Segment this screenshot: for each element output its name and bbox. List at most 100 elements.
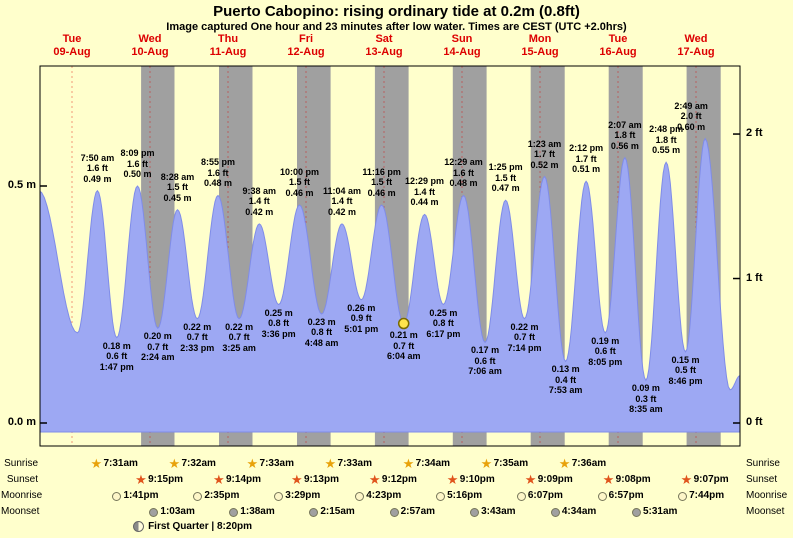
sunrise-icon: ★	[480, 456, 493, 471]
moonrise-icon	[193, 492, 203, 501]
moonrise-icon	[112, 492, 122, 501]
tide-extreme-label: 1:23 am 1.7 ft 0.52 m	[527, 138, 562, 170]
tide-extreme-label: 2:07 am 1.8 ft 0.56 m	[608, 119, 642, 151]
tide-extreme-label: 11:16 pm 1.5 ft 0.46 m	[362, 166, 401, 198]
sunset-time: 9:09pm	[537, 474, 573, 485]
moonrise-row-label-left: Moonrise	[1, 490, 43, 501]
sunset-icon: ★	[135, 472, 147, 487]
sunset-time: 9:12pm	[381, 474, 417, 485]
sunrise-time: 7:32am	[181, 458, 216, 469]
sunset-row-label-left: Sunset	[6, 474, 38, 485]
sunset-icon: ★	[368, 472, 381, 487]
moonset-time: 2:15am	[320, 506, 355, 517]
right-axis-label: 0 ft	[746, 416, 763, 428]
moonset-time: 1:38am	[240, 506, 275, 517]
moonset-time: 5:31am	[642, 506, 678, 517]
tide-extreme-label: 2:49 am 2.0 ft 0.60 m	[674, 100, 708, 132]
tide-extreme-label: 0.17 m 0.6 ft 7:06 am	[468, 345, 502, 377]
tide-extreme-label: 0.13 m 0.4 ft 7:53 am	[548, 364, 583, 396]
sunset-time: 9:10pm	[459, 474, 495, 485]
moonset-icon	[389, 508, 399, 517]
moonset-icon	[229, 508, 239, 517]
moonset-icon	[309, 508, 319, 517]
tide-extreme-label: 12:29 am 1.6 ft 0.48 m	[444, 157, 483, 189]
day-label: Wed 10-Aug	[131, 33, 169, 58]
sunrise-icon: ★	[168, 456, 181, 471]
day-label: Mon 15-Aug	[521, 33, 559, 58]
moonset-row-label-right: Moonset	[746, 506, 785, 517]
sunrise-time: 7:33am	[337, 458, 372, 469]
sunrise-row-label-left: Sunrise	[4, 458, 38, 469]
moonrise-row-label-right: Moonrise	[746, 490, 788, 501]
tide-extreme-label: 0.22 m 0.7 ft 2:33 pm	[180, 321, 215, 353]
sunset-time: 9:13pm	[303, 474, 339, 485]
tide-extreme-label: 0.20 m 0.7 ft 2:24 am	[141, 331, 175, 363]
tide-extreme-label: 0.23 m 0.8 ft 4:48 am	[304, 316, 339, 348]
day-label: Thu 11-Aug	[209, 33, 247, 58]
tide-extreme-label: 11:04 am 1.4 ft 0.42 m	[322, 185, 361, 217]
tide-extreme-label: 0.09 m 0.3 ft 8:35 am	[629, 383, 663, 415]
moonset-time: 1:03am	[160, 506, 195, 517]
sunset-time: 9:07pm	[693, 474, 729, 485]
right-axis-label: 1 ft	[746, 271, 763, 284]
moonrise-time: 2:35pm	[204, 490, 240, 501]
tide-extreme-label: 8:28 am 1.5 ft 0.45 m	[160, 171, 195, 203]
moonrise-icon	[516, 492, 526, 501]
tide-extreme-label: 9:38 am 1.4 ft 0.42 m	[242, 185, 277, 217]
moonset-time: 2:57am	[400, 506, 436, 517]
sunset-icon: ★	[290, 472, 303, 487]
tide-extreme-label: 0.22 m 0.7 ft 3:25 am	[222, 321, 256, 353]
tide-extreme-label: 0.26 m 0.9 ft 5:01 pm	[344, 302, 379, 334]
moonrise-time: 6:57pm	[608, 490, 644, 501]
tide-extreme-label: 0.18 m 0.6 ft 1:47 pm	[99, 340, 134, 372]
sunset-time: 9:08pm	[615, 474, 651, 485]
tide-extreme-label: 0.21 m 0.7 ft 6:04 am	[386, 330, 421, 362]
sunrise-icon: ★	[324, 456, 337, 471]
tide-extreme-label: 12:29 pm 1.4 ft 0.44 m	[405, 176, 445, 208]
moonrise-icon	[678, 492, 688, 501]
sunrise-time: 7:33am	[259, 458, 294, 469]
moonrise-time: 5:16pm	[447, 490, 483, 501]
sunset-row-label-right: Sunset	[746, 474, 778, 485]
sunset-time: 9:14pm	[225, 474, 261, 485]
sunrise-icon: ★	[402, 456, 415, 471]
day-label: Tue 16-Aug	[599, 33, 637, 58]
sunrise-time: 7:34am	[415, 458, 451, 469]
plot-border	[39, 65, 741, 447]
moonrise-icon	[274, 492, 284, 501]
day-label: Fri 12-Aug	[287, 33, 325, 58]
moonset-icon	[470, 508, 480, 517]
sunrise-time: 7:31am	[103, 458, 138, 469]
sunset-icon: ★	[602, 472, 615, 487]
moonrise-time: 7:44pm	[689, 490, 725, 501]
sunset-icon: ★	[212, 472, 225, 487]
left-axis-label: 0.5 m	[7, 179, 36, 191]
moonrise-time: 3:29pm	[285, 490, 321, 501]
moonrise-time: 4:23pm	[366, 490, 402, 501]
tide-extreme-label: 0.15 m 0.5 ft 8:46 pm	[668, 354, 703, 386]
day-label: Tue 09-Aug	[53, 33, 91, 58]
moonset-icon	[631, 508, 641, 517]
tide-extreme-label: 8:09 pm 1.6 ft 0.50 m	[120, 148, 155, 179]
chart-subtitle: Image captured One hour and 23 minutes a…	[166, 21, 627, 33]
sunrise-icon: ★	[246, 456, 259, 471]
sunrise-time: 7:35am	[493, 458, 529, 469]
tide-extreme-label: 2:12 pm 1.7 ft 0.51 m	[569, 143, 604, 175]
chart-title: Puerto Cabopino: rising ordinary tide at…	[213, 3, 580, 20]
tide-extreme-label: 1:25 pm 1.5 ft 0.47 m	[488, 162, 523, 194]
sunset-icon: ★	[446, 472, 459, 487]
moonrise-time: 6:07pm	[527, 490, 563, 501]
sunrise-row-label-right: Sunrise	[746, 458, 780, 469]
day-label: Sat 13-Aug	[365, 33, 403, 58]
moonrise-icon	[355, 492, 365, 501]
tide-extreme-label: 2:48 pm 1.8 ft 0.55 m	[649, 124, 684, 156]
left-axis-label: 0.0 m	[7, 416, 36, 428]
tide-extreme-label: 0.19 m 0.6 ft 8:05 pm	[588, 335, 623, 367]
right-axis-label: 2 ft	[746, 127, 763, 140]
first-quarter-moon-icon	[133, 521, 145, 532]
moon-phase-label: First Quarter | 8:20pm	[148, 521, 253, 532]
moonset-icon	[550, 508, 560, 517]
moonset-icon	[149, 508, 159, 517]
